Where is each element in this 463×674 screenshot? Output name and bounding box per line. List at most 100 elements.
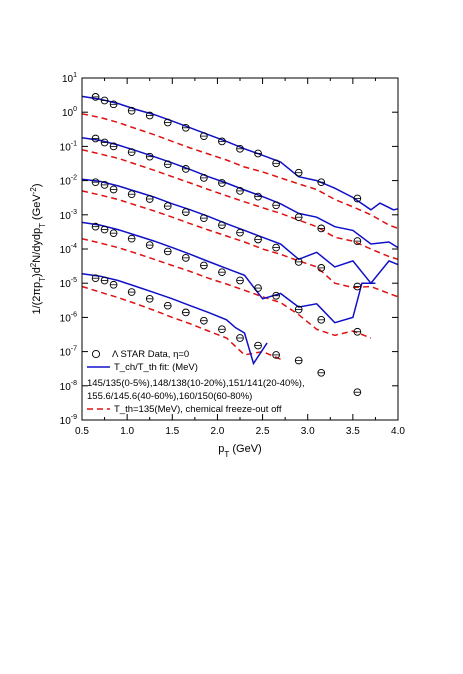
off-curve-0-5% <box>81 113 399 230</box>
data-point <box>218 268 226 277</box>
data-point <box>236 334 244 342</box>
fit-curve-0-5% <box>81 95 399 211</box>
data-point <box>145 195 154 203</box>
data-point <box>127 234 136 243</box>
data-point <box>218 325 226 334</box>
legend-circle-marker <box>91 349 101 359</box>
data-point <box>353 327 362 336</box>
data-point <box>127 106 136 115</box>
data-point <box>200 261 208 270</box>
data-point <box>200 214 208 222</box>
data-point <box>181 308 190 317</box>
fit-curve-40-60% <box>81 221 376 324</box>
x-tick-label: 3.0 <box>301 426 315 437</box>
fit-curve-20-40% <box>81 178 399 285</box>
off-curve-40-60% <box>81 237 372 339</box>
data-points <box>91 93 362 397</box>
y-tick-label: 10-8 <box>60 380 77 393</box>
data-point <box>272 351 280 359</box>
data-point <box>254 341 262 350</box>
fit-curve-60-80% <box>81 272 268 366</box>
data-point <box>127 148 136 156</box>
data-point <box>236 144 244 153</box>
data-point <box>145 294 154 303</box>
off-curve-20-40% <box>81 190 399 298</box>
data-point <box>163 118 172 127</box>
data-point <box>163 202 172 210</box>
legend-entry-fit-values-1: 145/135(0-5%),148/138(10-20%),151/141(20… <box>87 378 305 389</box>
x-tick-label: 0.5 <box>75 426 89 437</box>
data-point <box>100 276 109 285</box>
axes: 0.5 1.0 1.5 2.0 2.5 3.0 3.5 4.0 101 100 10-1 10-2 10… <box>29 72 406 459</box>
data-point <box>353 388 362 397</box>
data-point <box>163 301 172 310</box>
legend: Λ STAR Data, η=0 T_ch/T_th fit: (MeV) 145/… <box>87 349 305 415</box>
data-point <box>109 280 118 289</box>
x-tick-label: 1.0 <box>120 426 134 437</box>
x-tick-label: 2.5 <box>256 426 270 437</box>
data-point <box>294 213 303 222</box>
data-point <box>218 179 226 187</box>
data-point <box>200 174 208 182</box>
data-point <box>272 243 280 252</box>
data-point <box>91 134 100 143</box>
fit-curve-10-20% <box>81 136 399 249</box>
data-point <box>254 192 262 201</box>
data-point <box>294 168 303 177</box>
data-point <box>100 96 109 105</box>
data-point <box>294 258 303 266</box>
x-tick-label: 4.0 <box>391 426 405 437</box>
y-tick-label: 10-1 <box>60 140 77 153</box>
y-tick-label: 10-4 <box>60 243 77 256</box>
data-point <box>272 159 280 168</box>
data-point <box>91 274 100 283</box>
x-tick-label: 2.0 <box>210 426 224 437</box>
data-point <box>294 356 303 365</box>
data-point <box>127 190 136 199</box>
y-axis-label: 1/(2πpT)d2N/dydpT (GeV-2) <box>29 183 47 314</box>
y-tick-label: 10-6 <box>60 311 77 324</box>
y-tick-label: 10-9 <box>60 414 77 427</box>
data-point <box>109 229 118 238</box>
data-point <box>254 235 262 244</box>
x-tick-label: 1.5 <box>165 426 179 437</box>
legend-entry-fit-values-2: 155.6/145.6(40-60%),160/150(60-80%) <box>87 391 252 402</box>
data-point <box>127 288 136 296</box>
data-point <box>317 178 326 187</box>
data-point <box>272 291 280 300</box>
data-point <box>200 132 208 140</box>
data-point <box>181 165 190 173</box>
data-point <box>200 316 208 325</box>
data-point <box>353 237 362 245</box>
data-point <box>109 185 118 194</box>
data-point <box>353 282 362 291</box>
data-point <box>91 178 100 187</box>
data-point <box>294 305 303 314</box>
data-point <box>91 222 100 231</box>
y-tick-label: 10-3 <box>60 209 77 222</box>
y-tick-label: 100 <box>62 106 77 119</box>
data-point <box>163 160 172 169</box>
data-point <box>100 138 109 147</box>
data-point <box>353 194 362 203</box>
data-point <box>145 152 154 161</box>
data-point <box>100 225 109 234</box>
data-point <box>181 208 190 216</box>
y-tick-label: 10-2 <box>60 175 77 188</box>
data-point <box>163 247 172 256</box>
y-tick-label: 10-7 <box>60 346 77 359</box>
data-point <box>109 100 118 109</box>
data-point <box>254 149 262 158</box>
data-point <box>317 224 326 233</box>
data-point <box>236 276 244 285</box>
legend-entry-off: T_th=135(MeV), chemical freeze-out off <box>114 404 282 415</box>
data-point <box>317 264 326 272</box>
data-point <box>236 228 244 237</box>
legend-entry-fit: T_ch/T_th fit: (MeV) <box>114 362 198 373</box>
legend-entry-data: Λ STAR Data, η=0 <box>112 349 189 360</box>
data-point <box>317 315 326 324</box>
data-point <box>236 187 244 195</box>
off-curve-10-20% <box>81 148 399 261</box>
off-curve-60-80% <box>81 285 281 360</box>
